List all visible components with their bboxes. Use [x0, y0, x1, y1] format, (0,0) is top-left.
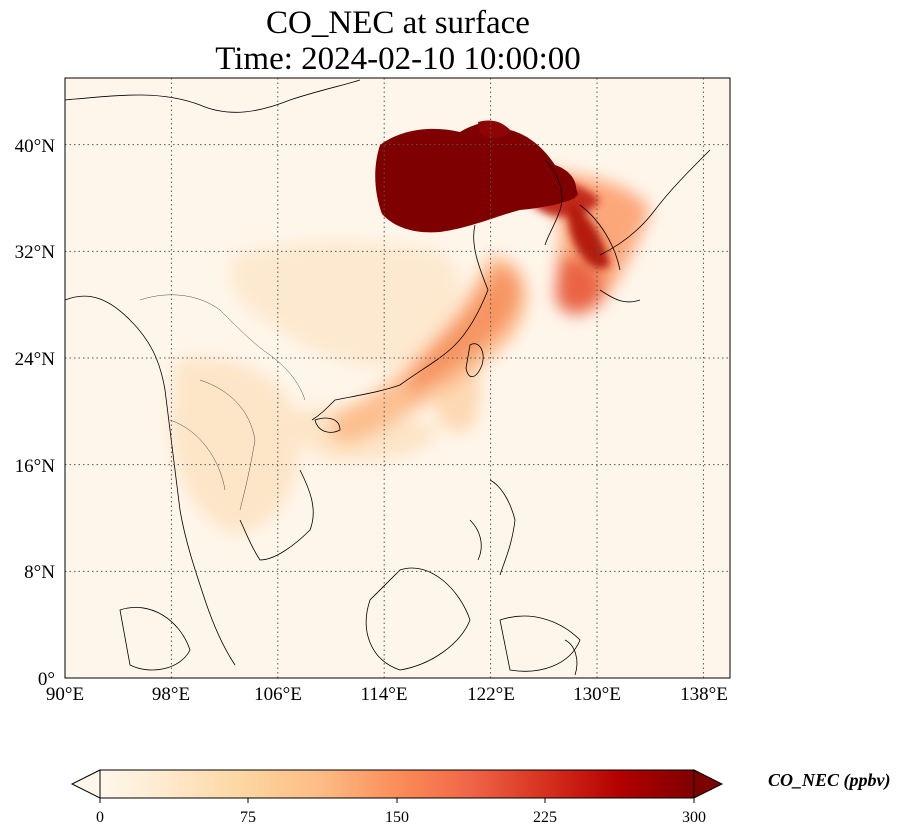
lat-tick-label: 24°N — [15, 349, 56, 370]
lon-tick-label: 98°E — [152, 684, 190, 705]
longitude-ticks: 90°E 98°E 106°E 114°E 122°E 130°E 138°E — [46, 684, 728, 705]
lon-tick-label: 114°E — [361, 684, 408, 705]
lat-tick-label: 16°N — [15, 456, 56, 477]
map-panel — [65, 78, 730, 678]
lon-tick-label: 130°E — [573, 684, 621, 705]
country-borders — [139, 294, 306, 511]
colorbar-label: CO_NEC (ppbv) — [768, 770, 891, 790]
lat-tick-label: 40°N — [15, 136, 56, 157]
lon-tick-label: 122°E — [467, 684, 515, 705]
colorbar-tick-label: 300 — [682, 809, 706, 826]
lat-tick-label: 32°N — [15, 242, 56, 263]
coastlines — [65, 79, 711, 676]
lat-tick-label: 0° — [38, 669, 55, 690]
colorbar-tick-label: 150 — [385, 809, 409, 826]
lon-tick-label: 90°E — [46, 684, 84, 705]
map-frame — [64, 77, 731, 679]
colorbar-tick-label: 225 — [533, 809, 557, 826]
lon-tick-label: 138°E — [680, 684, 728, 705]
latitude-ticks: 0° 8°N 16°N 24°N 32°N 40°N — [15, 136, 56, 690]
high-concentration-core — [375, 121, 577, 233]
colorbar-gradient — [100, 770, 694, 798]
colorbar-tick-label: 75 — [240, 809, 256, 826]
gridlines — [65, 78, 730, 678]
lon-tick-label: 106°E — [254, 684, 302, 705]
colorbar: 0 75 150 225 300 — [70, 769, 724, 826]
lat-tick-label: 8°N — [24, 562, 55, 583]
colorbar-tick-label: 0 — [96, 809, 104, 826]
colorbar-max-extend — [693, 769, 724, 799]
colorbar-min-extend — [70, 769, 101, 799]
map-subtitle: Time: 2024-02-10 10:00:00 — [215, 41, 581, 77]
map-title: CO_NEC at surface — [266, 5, 530, 41]
